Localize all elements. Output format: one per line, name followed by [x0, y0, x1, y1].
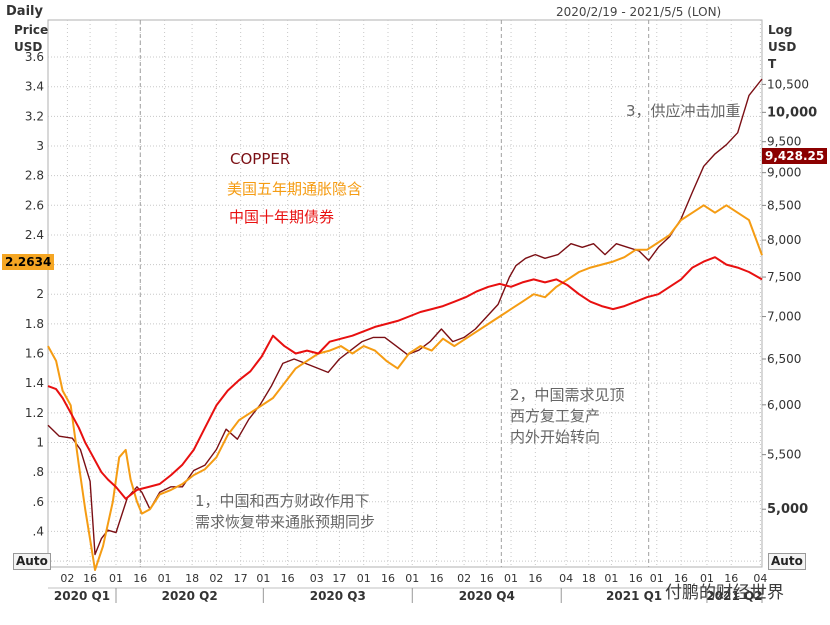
- x-tick-label: 16: [528, 572, 542, 585]
- left-axis-title: Price USD: [14, 22, 48, 56]
- x-tick-label: 17: [234, 572, 248, 585]
- quarter-label: 2021 Q1: [606, 589, 662, 603]
- x-tick-label: 03: [310, 572, 324, 585]
- left-tick-label: .4: [33, 524, 44, 538]
- left-tick-label: 1.6: [25, 347, 44, 361]
- right-tick-label: 5,000: [767, 502, 808, 517]
- right-current-value-badge: 9,428.25: [762, 148, 828, 164]
- quarter-label: 2020 Q1: [54, 589, 110, 603]
- x-tick-label: 16: [133, 572, 147, 585]
- left-auto-scale-button[interactable]: Auto: [13, 553, 51, 570]
- quarter-label: 2021 Q2: [706, 589, 762, 603]
- left-tick-label: .8: [33, 465, 44, 479]
- series-line-copper: [47, 78, 763, 556]
- right-tick-label: 8,000: [767, 233, 801, 247]
- annotation-1-line: 1，中国和西方财政作用下: [195, 492, 370, 510]
- x-tick-label: 16: [480, 572, 494, 585]
- annotation-2-line: 2，中国需求见顶: [510, 386, 625, 404]
- right-axis-title-line: USD: [768, 40, 797, 54]
- right-axis-title: Log USD T: [768, 22, 796, 73]
- right-tick-label: 9,000: [767, 166, 801, 180]
- x-tick-label: 16: [724, 572, 738, 585]
- left-tick-label: .6: [33, 495, 44, 509]
- x-tick-label: 16: [430, 572, 444, 585]
- right-tick-label: 6,000: [767, 398, 801, 412]
- left-tick-label: 3: [36, 139, 44, 153]
- x-tick-label: 16: [629, 572, 643, 585]
- left-axis-title-line: USD: [14, 40, 43, 54]
- x-tick-label: 01: [604, 572, 618, 585]
- plot-frame: [47, 19, 763, 568]
- quarter-label: 2020 Q2: [162, 589, 218, 603]
- x-tick-label: 04: [559, 572, 573, 585]
- quarter-label: 2020 Q4: [459, 589, 515, 603]
- x-tick-label: 01: [357, 572, 371, 585]
- left-tick-label: 1.2: [25, 406, 44, 420]
- left-tick-label: 2.4: [25, 228, 44, 242]
- legend-us-inflation: 美国五年期通胀隐含: [227, 180, 363, 198]
- annotation-1: 1，中国和西方财政作用下 需求恢复带来通胀预期同步: [195, 491, 375, 533]
- annotation-2-line: 西方复工复产: [510, 407, 601, 425]
- left-tick-label: 2: [36, 287, 44, 301]
- series-line-us-inflation: [47, 204, 763, 571]
- x-tick-label: 17: [332, 572, 346, 585]
- right-auto-scale-button[interactable]: Auto: [768, 553, 806, 570]
- x-tick-label: 01: [650, 572, 664, 585]
- x-tick-label: 01: [405, 572, 419, 585]
- left-tick-label: 1: [36, 435, 44, 449]
- right-tick-label: 6,500: [767, 352, 801, 366]
- left-tick-label: 1.4: [25, 376, 44, 390]
- date-range-label: 2020/2/19 - 2021/5/5 (LON): [556, 5, 722, 19]
- annotation-1-line: 需求恢复带来通胀预期同步: [195, 513, 376, 531]
- left-tick-label: 3.2: [25, 109, 44, 123]
- x-tick-label: 16: [381, 572, 395, 585]
- annotation-2: 2，中国需求见顶 西方复工复产 内外开始转向: [510, 385, 625, 448]
- x-tick-label: 01: [256, 572, 270, 585]
- left-tick-label: 2.8: [25, 169, 44, 183]
- left-tick-label: 3.4: [25, 80, 44, 94]
- x-tick-label: 01: [700, 572, 714, 585]
- annotation-3: 3，供应冲击加重: [626, 102, 741, 120]
- x-tick-label: 01: [504, 572, 518, 585]
- right-tick-label: 9,500: [767, 135, 801, 149]
- right-axis-title-line: T: [768, 57, 777, 71]
- x-tick-label: 18: [185, 572, 199, 585]
- annotation-2-line: 内外开始转向: [510, 428, 601, 446]
- x-tick-label: 02: [209, 572, 223, 585]
- x-tick-label: 02: [60, 572, 74, 585]
- right-tick-label: 7,000: [767, 310, 801, 324]
- series-line-cn-bond: [47, 256, 763, 500]
- x-tick-label: 16: [674, 572, 688, 585]
- x-tick-label: 01: [109, 572, 123, 585]
- x-tick-label: 16: [83, 572, 97, 585]
- legend-cn-bond: 中国十年期债券: [229, 208, 335, 226]
- quarter-label: 2020 Q3: [310, 589, 366, 603]
- right-tick-label: 7,500: [767, 270, 801, 284]
- right-axis-title-line: Log: [768, 23, 793, 37]
- x-tick-label: 16: [281, 572, 295, 585]
- x-tick-label: 18: [582, 572, 596, 585]
- left-axis-title-line: Price: [14, 23, 49, 37]
- right-tick-label: 10,000: [767, 105, 817, 120]
- right-tick-label: 10,500: [767, 77, 809, 91]
- x-tick-label: 04: [753, 572, 767, 585]
- left-tick-label: 2.6: [25, 198, 44, 212]
- right-tick-label: 5,500: [767, 448, 801, 462]
- left-current-value-badge: 2.2634: [2, 254, 55, 270]
- watermark-text: 付鹏的财经世界: [665, 583, 784, 603]
- frequency-label: Daily: [6, 4, 43, 19]
- left-tick-label: 3.6: [25, 50, 44, 64]
- legend-copper: COPPER: [230, 150, 291, 168]
- x-tick-label: 02: [457, 572, 471, 585]
- x-tick-label: 01: [158, 572, 172, 585]
- right-tick-label: 8,500: [767, 198, 801, 212]
- left-tick-label: 1.8: [25, 317, 44, 331]
